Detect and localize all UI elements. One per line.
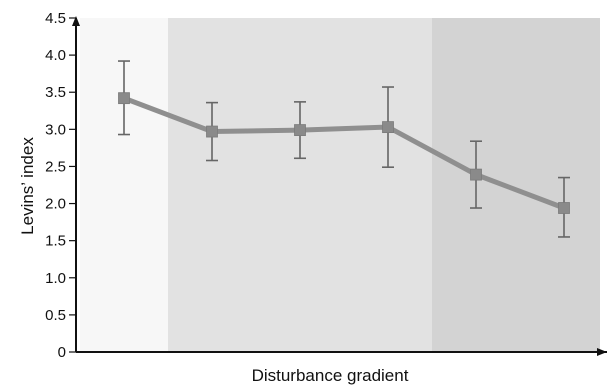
y-tick-label-1: 0 [58, 344, 66, 361]
data-point-4 [382, 121, 394, 134]
series-line [121, 95, 567, 211]
y-tick-label-4: 1.5 [45, 233, 66, 250]
y-tick-label-10: 4.5 [45, 10, 66, 27]
background-band-2 [168, 18, 432, 352]
y-tick-label-9: 4.0 [45, 47, 66, 64]
series-layer [118, 92, 570, 214]
y-axis-arrow [72, 16, 80, 26]
data-point-2 [206, 125, 218, 138]
y-tick-label-6: 2.5 [45, 158, 66, 175]
y-tick-label-3: 1.0 [45, 270, 66, 287]
y-tick-label-2: 0.5 [45, 307, 66, 324]
x-axis-arrow [597, 348, 607, 356]
data-point-6 [558, 202, 570, 214]
y-tick-label-7: 3.0 [45, 121, 66, 138]
y-tick-label-5: 2.0 [45, 196, 66, 213]
data-point-3 [294, 124, 306, 136]
x-axis-title: Disturbance gradient [252, 366, 409, 385]
axes [69, 16, 607, 356]
background-band-3 [432, 18, 600, 352]
data-point-5 [470, 168, 482, 181]
tick-labels: 0 0.5 1.0 1.5 2.0 2.5 3.0 3.5 4.0 4.5 [45, 10, 66, 361]
data-point-1 [118, 92, 130, 105]
y-tick-label-8: 3.5 [45, 84, 66, 101]
background-bands [80, 18, 600, 352]
y-axis-title: Levins’ index [18, 137, 37, 235]
